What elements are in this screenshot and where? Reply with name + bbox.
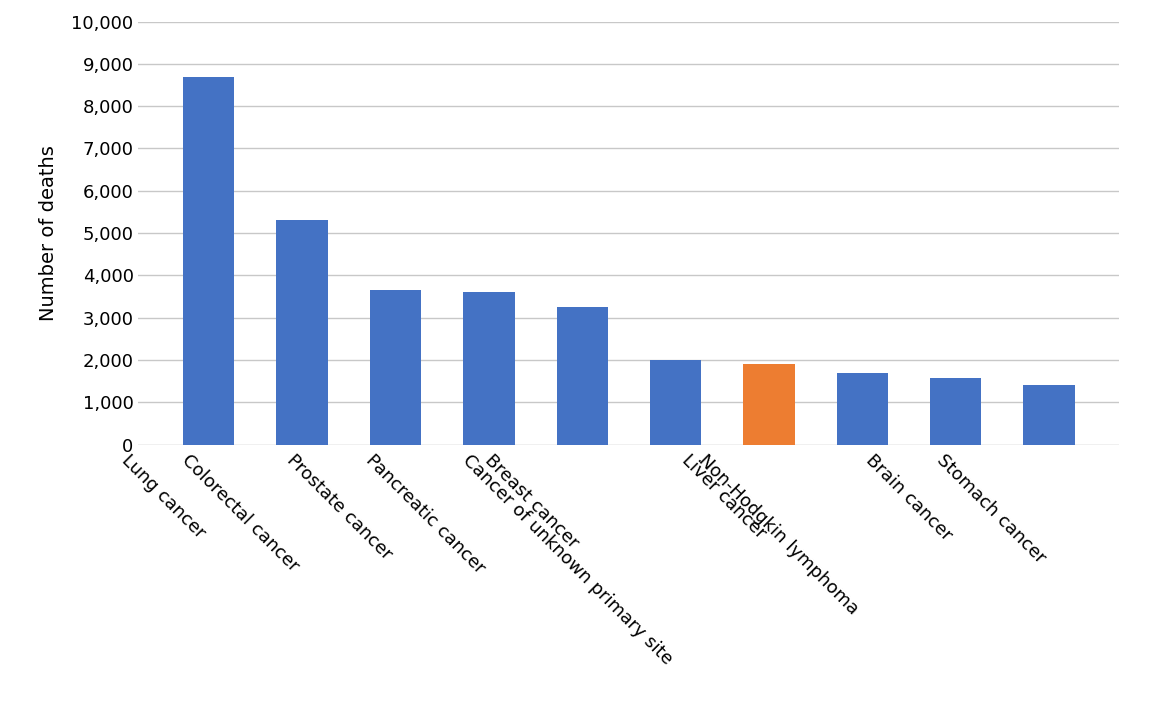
Bar	[463, 293, 515, 445]
Bar	[930, 378, 981, 445]
Bar	[183, 77, 234, 445]
Bar	[556, 307, 608, 445]
Bar	[743, 364, 795, 445]
Bar	[277, 220, 328, 445]
Bar	[650, 360, 702, 445]
Bar	[1024, 385, 1074, 445]
Bar	[369, 290, 421, 445]
Y-axis label: Number of deaths: Number of deaths	[38, 145, 58, 321]
Bar	[837, 373, 889, 445]
